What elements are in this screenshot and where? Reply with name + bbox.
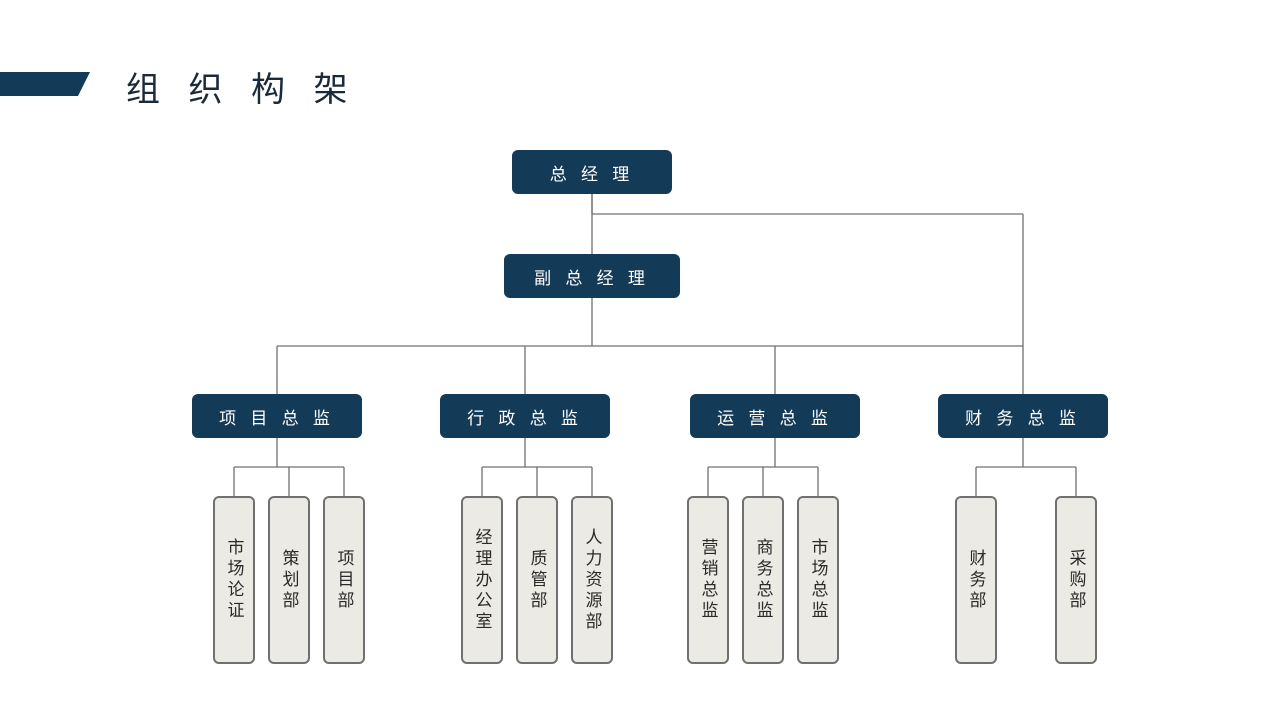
leaf-1-0: 经理办公室: [461, 496, 503, 664]
leaf-2-0: 营销总监: [687, 496, 729, 664]
leaf-3-1: 采购部: [1055, 496, 1097, 664]
node-director-1: 行 政 总 监: [440, 394, 610, 438]
leaf-1-1: 质管部: [516, 496, 558, 664]
leaf-0-1: 策划部: [268, 496, 310, 664]
node-gm: 总 经 理: [512, 150, 672, 194]
node-director-2: 运 营 总 监: [690, 394, 860, 438]
leaf-2-2: 市场总监: [797, 496, 839, 664]
leaf-0-2: 项目部: [323, 496, 365, 664]
node-deputy-gm: 副 总 经 理: [504, 254, 680, 298]
node-director-3: 财 务 总 监: [938, 394, 1108, 438]
leaf-2-1: 商务总监: [742, 496, 784, 664]
node-director-0: 项 目 总 监: [192, 394, 362, 438]
leaf-1-2: 人力资源部: [571, 496, 613, 664]
leaf-0-0: 市场论证: [213, 496, 255, 664]
leaf-3-0: 财务部: [955, 496, 997, 664]
